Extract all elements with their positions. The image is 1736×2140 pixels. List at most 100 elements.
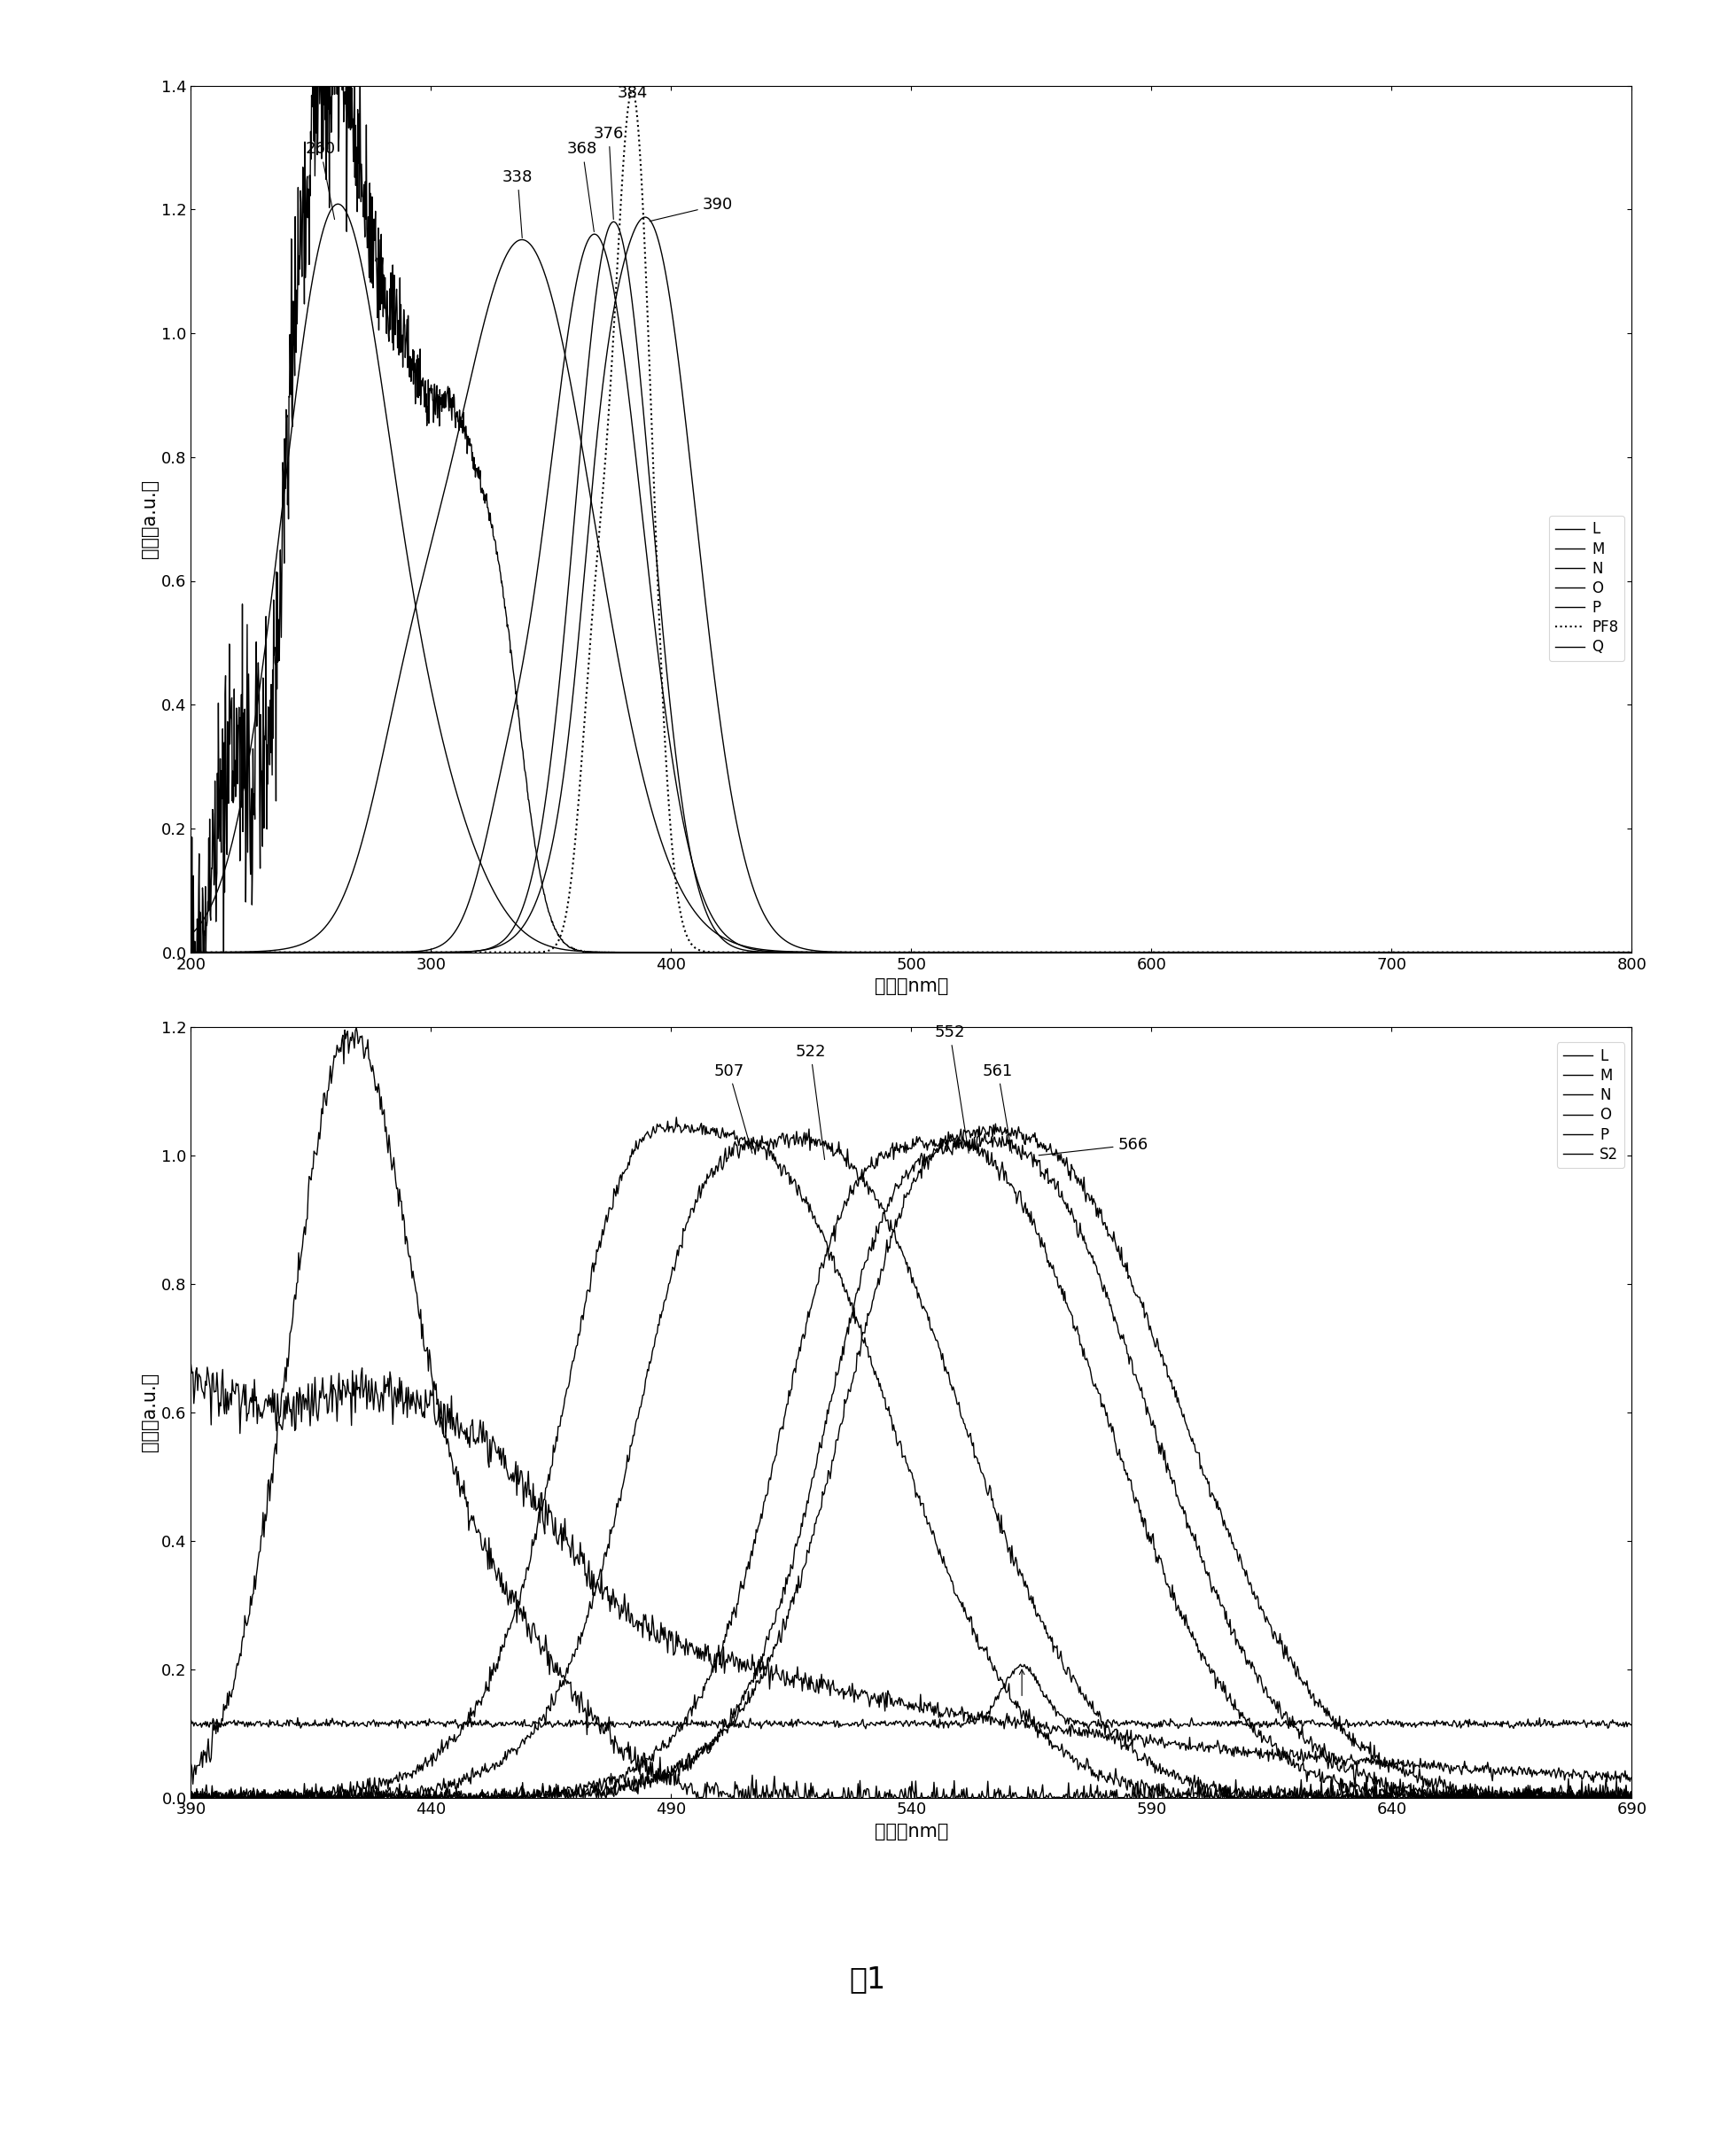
N xyxy=(849,1314,870,1340)
O xyxy=(351,1780,372,1806)
M xyxy=(328,190,349,216)
O xyxy=(181,1785,201,1810)
L xyxy=(686,1785,707,1810)
N xyxy=(292,1785,312,1810)
Text: 384: 384 xyxy=(618,86,648,101)
N xyxy=(1621,939,1642,965)
M xyxy=(821,1671,842,1697)
M xyxy=(1000,1710,1021,1736)
PF8 xyxy=(1364,939,1385,965)
Line: S2: S2 xyxy=(191,1665,1632,1729)
P xyxy=(1621,939,1642,965)
Q xyxy=(1439,939,1460,965)
P xyxy=(1621,1783,1642,1808)
Text: 368: 368 xyxy=(568,141,597,231)
X-axis label: 波长（nm）: 波长（nm） xyxy=(875,978,948,995)
PF8 xyxy=(181,939,201,965)
N xyxy=(823,1243,844,1269)
M xyxy=(797,939,818,965)
PF8 xyxy=(345,939,366,965)
Text: 376: 376 xyxy=(594,126,623,218)
S2 xyxy=(821,1710,842,1736)
L xyxy=(793,1785,814,1810)
S2 xyxy=(792,1710,812,1736)
N xyxy=(734,933,755,959)
O xyxy=(734,933,755,959)
N xyxy=(1002,1688,1023,1714)
N xyxy=(667,1104,687,1130)
P xyxy=(181,1785,201,1810)
Line: O: O xyxy=(191,233,1632,952)
Line: N: N xyxy=(191,240,1632,952)
L xyxy=(1439,939,1460,965)
Q xyxy=(797,937,818,963)
O xyxy=(1621,939,1642,965)
Text: 260: 260 xyxy=(306,141,335,220)
P xyxy=(1002,1173,1023,1198)
Q xyxy=(1621,939,1642,965)
PF8 xyxy=(797,939,818,965)
L xyxy=(797,939,818,965)
S2 xyxy=(1002,1661,1023,1686)
Line: P: P xyxy=(191,1132,1632,1798)
S2 xyxy=(856,1716,877,1742)
N xyxy=(793,1186,814,1211)
N xyxy=(345,852,366,877)
M xyxy=(431,721,451,747)
O xyxy=(292,1785,312,1810)
N xyxy=(181,939,201,965)
S2 xyxy=(292,1712,312,1738)
Line: M: M xyxy=(191,1365,1632,1783)
L xyxy=(181,939,201,965)
Y-axis label: 强度（a.u.）: 强度（a.u.） xyxy=(141,479,158,559)
PF8 xyxy=(734,939,755,965)
O xyxy=(792,1134,812,1160)
P xyxy=(1594,939,1614,965)
Text: 390: 390 xyxy=(649,197,733,220)
O xyxy=(1594,939,1614,965)
P xyxy=(431,939,451,965)
S2 xyxy=(1621,1712,1642,1738)
L xyxy=(1002,1780,1023,1806)
P xyxy=(821,1220,842,1245)
L xyxy=(1621,1785,1642,1810)
Y-axis label: 强度（a.u.）: 强度（a.u.） xyxy=(141,1374,158,1451)
Text: 图1: 图1 xyxy=(849,1965,887,1994)
L xyxy=(734,939,755,965)
PF8 xyxy=(1621,939,1642,965)
P xyxy=(292,1785,312,1810)
P xyxy=(1439,939,1460,965)
L xyxy=(1621,939,1642,965)
P xyxy=(345,939,366,965)
L xyxy=(352,1023,373,1049)
L xyxy=(431,398,451,424)
Text: 522: 522 xyxy=(795,1044,826,1160)
S2 xyxy=(1010,1652,1031,1678)
O xyxy=(799,1117,819,1143)
PF8 xyxy=(621,77,642,103)
O xyxy=(345,939,366,965)
L xyxy=(345,1014,366,1040)
O xyxy=(431,933,451,959)
Text: 552: 552 xyxy=(934,1025,969,1153)
M xyxy=(345,227,366,253)
P xyxy=(847,1173,868,1198)
N xyxy=(1621,1780,1642,1806)
N xyxy=(512,227,533,253)
M xyxy=(1594,939,1614,965)
Line: PF8: PF8 xyxy=(191,90,1632,952)
O xyxy=(1002,1532,1023,1558)
P xyxy=(937,1119,958,1145)
Text: 561: 561 xyxy=(983,1064,1014,1153)
PF8 xyxy=(1594,939,1614,965)
Text: 566: 566 xyxy=(1038,1136,1147,1156)
M xyxy=(847,1686,868,1712)
P xyxy=(792,1323,812,1348)
N xyxy=(181,1785,201,1810)
O xyxy=(1621,1785,1642,1810)
L xyxy=(181,918,201,944)
M xyxy=(1621,939,1642,965)
L xyxy=(849,1768,870,1793)
PF8 xyxy=(431,939,451,965)
L xyxy=(823,1785,844,1810)
